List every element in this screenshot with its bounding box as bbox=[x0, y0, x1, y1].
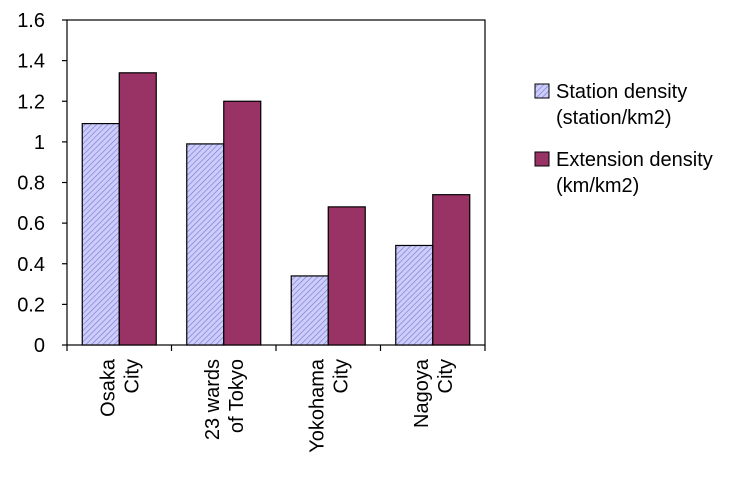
bar-extension-density bbox=[223, 100, 262, 346]
x-axis: Osaka City 23 wards of Tokyo Yokohama City Nag… bbox=[66, 345, 486, 453]
x-category-label: Nagoya bbox=[411, 358, 433, 428]
y-tick-label: 0 bbox=[34, 335, 45, 357]
legend-swatch bbox=[534, 83, 550, 99]
x-category-label: 23 wards bbox=[202, 359, 224, 440]
x-category-label: City bbox=[330, 359, 352, 393]
y-tick-label: 1.4 bbox=[17, 51, 45, 73]
bar-extension-density bbox=[118, 72, 157, 346]
bar-extension-density bbox=[432, 194, 471, 346]
bar-station-density bbox=[290, 275, 329, 346]
y-tick-label: 1.6 bbox=[17, 10, 45, 32]
y-tick-label: 1 bbox=[34, 132, 45, 154]
x-category-label: Osaka bbox=[97, 358, 119, 417]
bar-station-density bbox=[81, 122, 120, 346]
y-tick-label: 0.6 bbox=[17, 213, 45, 235]
y-axis: 0 0.2 0.4 0.6 0.8 1 1.2 1.4 1.6 bbox=[17, 10, 67, 357]
y-tick-label: 0.4 bbox=[17, 254, 45, 276]
y-tick-label: 0.8 bbox=[17, 173, 45, 195]
bar-station-density bbox=[395, 244, 434, 346]
y-tick-label: 1.2 bbox=[17, 91, 45, 113]
legend-label: Station density bbox=[556, 81, 687, 103]
legend: Station density (station/km2) Extension de… bbox=[534, 81, 713, 197]
y-tick-label: 0.2 bbox=[17, 294, 45, 316]
x-category-label: of Tokyo bbox=[226, 359, 248, 433]
x-category-label: City bbox=[121, 359, 143, 393]
x-category-label: City bbox=[435, 359, 457, 393]
bar-station-density bbox=[186, 143, 225, 346]
legend-label: (station/km2) bbox=[556, 107, 672, 129]
legend-label: (km/km2) bbox=[556, 175, 639, 197]
bar-extension-density bbox=[327, 206, 366, 346]
legend-label: Extension density bbox=[556, 149, 713, 171]
x-category-label: Yokohama bbox=[306, 358, 328, 453]
legend-swatch bbox=[534, 151, 550, 167]
bars-group bbox=[81, 72, 471, 346]
